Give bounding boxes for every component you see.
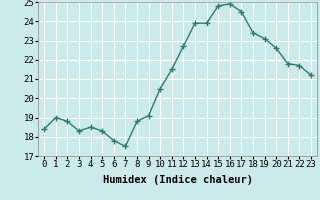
X-axis label: Humidex (Indice chaleur): Humidex (Indice chaleur) <box>103 175 252 185</box>
